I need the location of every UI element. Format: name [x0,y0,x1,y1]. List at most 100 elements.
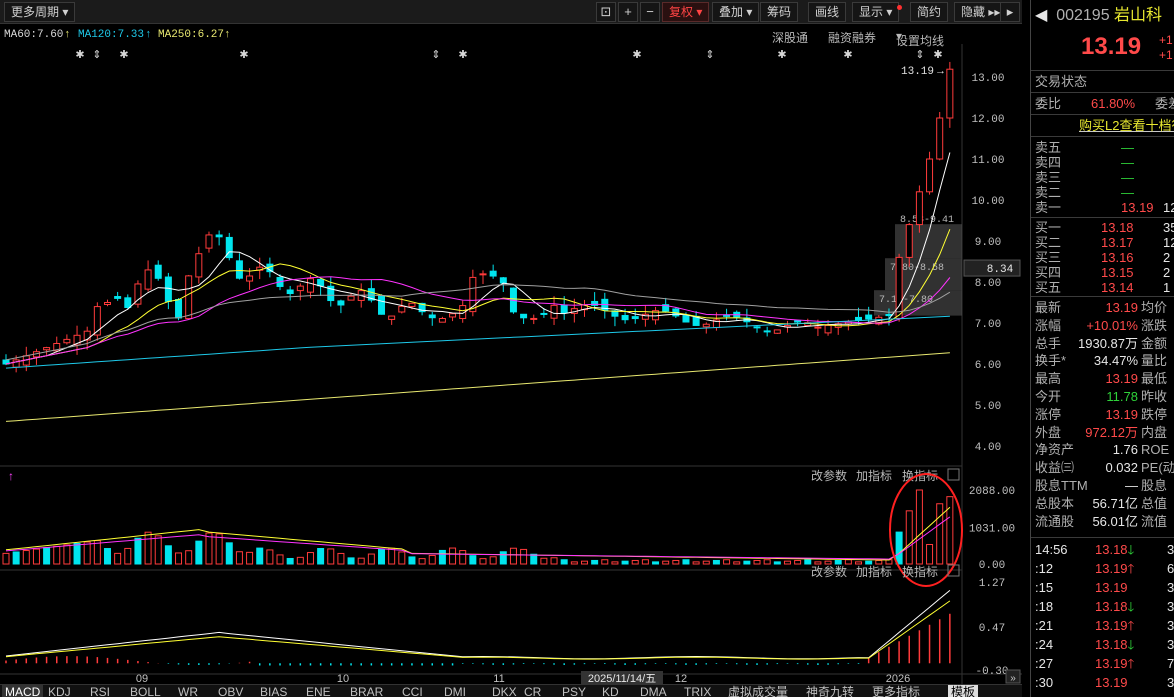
macd-switch-button[interactable]: 换指标 [902,564,938,579]
huaxian-button[interactable]: 画线 [808,2,847,22]
fuquan-button[interactable]: 复权 ▾ [662,2,710,22]
tab-cci[interactable]: CCI [402,685,423,697]
link-ma-settings[interactable]: 设置均线 ▾ [896,29,945,48]
volume-bar [631,559,639,565]
vol-close-icon[interactable] [947,468,960,481]
volume-bar [692,561,700,565]
candle-body [662,304,670,312]
diejia-button[interactable]: 叠加 ▾ [712,2,760,22]
macd-close-icon[interactable] [947,564,960,577]
stat-label-2: 金额 [1141,336,1167,352]
candle-body [631,316,639,320]
volume-bar [652,561,660,565]
panel-text: 买三 [1035,250,1062,265]
macd-add-button[interactable]: 加指标 [856,564,892,579]
volume-bar [834,559,842,565]
period-dropdown[interactable]: 更多周期 ▾ [4,2,76,22]
tab-obv[interactable]: OBV [218,685,244,697]
panel-text: 最高 [1035,371,1062,387]
l2-upgrade-link[interactable]: 购买L2查看十档行 [1079,118,1174,134]
tab-trix[interactable]: TRIX [684,685,712,697]
lock-icon[interactable]: ⊡ [596,2,616,22]
candle-body [794,320,802,323]
zoom-in-icon[interactable]: + [618,2,638,22]
macd-param-button[interactable]: 改参数 [811,564,847,579]
panel-text: 今开 [1035,389,1062,404]
panel-text: 换手* [1035,353,1067,369]
bid-price: 13.17 [1101,235,1134,250]
tab-wr[interactable]: WR [178,685,198,697]
volume-bar [672,559,680,565]
candle-body [114,296,122,299]
candle-body [154,264,162,279]
chouma-button[interactable]: 筹码 [760,2,799,22]
divider [1031,537,1174,538]
tab-dmi[interactable]: DMI [444,685,466,697]
jianyue-button[interactable]: 简约 [910,2,949,22]
candle-body [763,330,771,333]
link-rongzi[interactable]: 融资融券 [828,31,877,45]
yincang-button[interactable]: 隐藏 ▸▸ [954,2,1008,22]
volume-bar [63,544,71,565]
ma60-line [5,284,951,361]
candle-body [682,315,690,323]
stat-label-2: 均价 [1141,300,1167,316]
divider [1031,70,1174,71]
candle-body [753,326,761,329]
tab-更多指标[interactable]: 更多指标 [872,685,921,697]
time-axis-scroll-icon[interactable] [1005,669,1021,684]
back-icon[interactable]: ◀ [1035,7,1048,24]
panel-text: 最低 [1141,371,1168,387]
tab-ene[interactable]: ENE [306,685,331,697]
panel-text: :21 [1035,618,1054,633]
volume-bar [520,548,528,565]
volume-bar [2,552,10,565]
divider [1031,217,1174,218]
tab-模板[interactable]: 模板 [948,685,979,697]
time-axis-label: 11 [493,673,504,684]
zoom-out-icon[interactable]: − [640,2,660,22]
tab-虚拟成交量[interactable]: 虚拟成交量 [728,685,789,697]
tab-psy[interactable]: PSY [562,685,587,697]
stat-label-2: 量比 [1141,353,1167,369]
stat-value: 11.78 [1106,389,1138,405]
xianshi-button[interactable]: 显示 ▾ [852,2,900,22]
panel-text: 13.19 [1095,618,1128,633]
panel-text: 13.18 [1095,637,1128,652]
panel-text: 购买L2查看十档行 [1079,118,1174,133]
link-shengutong[interactable]: 深股通 [772,31,809,45]
vol-add-button[interactable]: 加指标 [856,468,892,483]
stat-label-2: 最低 [1141,371,1167,387]
panel-text: 2 [1163,265,1171,280]
tab-kd[interactable]: KD [602,685,619,697]
kline-chart[interactable]: 13.00 12.00 11.00 10.00 9.00 8.00 7.00 6.00 5.00… [0,44,1022,684]
volume-bar [753,559,761,565]
tab-rsi[interactable]: RSI [90,685,111,697]
vol-param-button[interactable]: 改参数 [811,468,847,483]
volume-bar [357,557,365,565]
tab-cr[interactable]: CR [524,685,542,697]
panel-text: — [1121,170,1134,185]
volume-bar [611,561,619,565]
tab-kdj[interactable]: KDJ [48,685,71,697]
ask-level-label: 卖五 [1035,140,1061,155]
candle-body [499,277,507,284]
tab-dma[interactable]: DMA [640,685,667,697]
candle-body [134,283,142,305]
event-marker-icon: ✱ [632,49,641,61]
candle-body [337,300,345,306]
panel-text: 34.47% [1093,353,1138,369]
tab-brar[interactable]: BRAR [350,685,384,697]
panel-text: 总股本 [1035,495,1075,511]
expand-icon[interactable]: ▸ [1000,2,1020,22]
tab-boll[interactable]: BOLL [130,685,161,697]
tab-dkx[interactable]: DKX [492,685,517,697]
candle-body [621,315,629,321]
tab-神奇九转[interactable]: 神奇九转 [806,685,855,697]
up-arrow-icon: 🡑 [1127,561,1135,576]
tab-macd[interactable]: MACD [2,685,44,697]
panel-text: 买二 [1035,235,1062,250]
tab-bias[interactable]: BIAS [260,685,288,697]
volume-bar [936,503,944,565]
panel-text: 卖一 [1035,200,1062,215]
